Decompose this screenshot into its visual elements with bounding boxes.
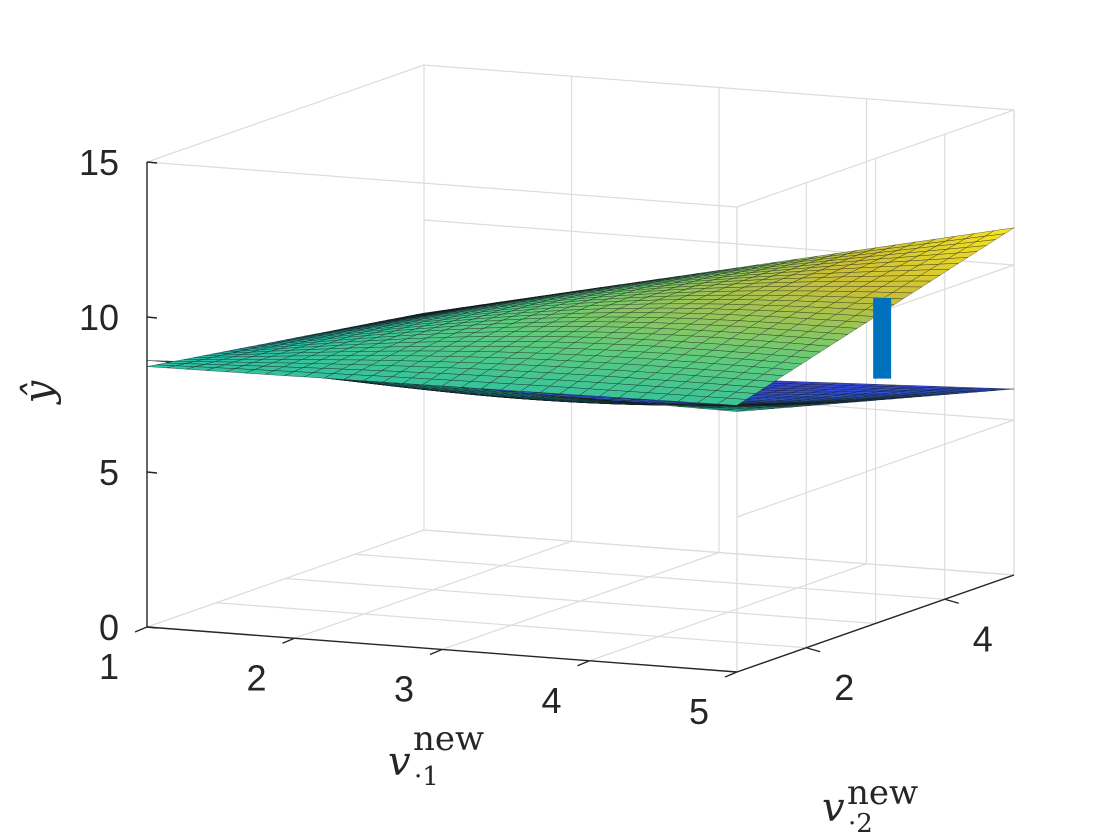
svg-text:v: v	[822, 785, 845, 831]
x-tick-label: 4	[541, 680, 561, 721]
z-tick-mark	[146, 316, 158, 319]
z-tick-label: 5	[99, 452, 119, 493]
svg-text:v: v	[388, 739, 411, 785]
upper-surface	[146, 227, 1015, 406]
y-tick-mark	[944, 598, 959, 604]
tick-layer: 0 5 10 15 1 2 3 4 5 2 4	[79, 142, 993, 732]
grid-line	[216, 602, 807, 649]
x-tick-mark	[282, 637, 295, 644]
y-axis-label: v ·2 new	[822, 773, 918, 839]
grid-line	[146, 161, 738, 208]
x-tick-mark	[134, 626, 148, 633]
grid-line	[354, 553, 945, 600]
surface-layer	[146, 227, 1015, 412]
axis-layer	[146, 162, 1015, 673]
x-tick-mark	[577, 660, 590, 667]
y-axis-line	[736, 574, 1015, 673]
y-tick-label: 2	[834, 667, 854, 708]
svg-text:new: new	[413, 719, 484, 759]
x-tick-label: 2	[246, 657, 266, 698]
z-axis-label: ŷ	[16, 379, 62, 405]
x-tick-mark	[724, 671, 738, 678]
z-tick-mark	[146, 471, 158, 474]
x-tick-mark	[429, 648, 443, 656]
svg-text:·2: ·2	[848, 809, 873, 839]
z-tick-label: 10	[79, 297, 119, 338]
grid-line	[146, 64, 425, 163]
svg-text:·1: ·1	[414, 762, 439, 792]
x-tick-label: 1	[99, 646, 119, 687]
grid-line	[736, 419, 1015, 518]
surface-patch	[716, 397, 747, 406]
surface-patch	[717, 409, 747, 412]
z-tick-label: 15	[79, 142, 119, 183]
grid-line	[423, 529, 1015, 576]
y-tick-label: 4	[973, 618, 993, 659]
svg-text:new: new	[847, 773, 918, 813]
grid-line	[736, 109, 1015, 208]
grid-line	[423, 64, 1015, 111]
y-tick-mark	[806, 647, 821, 653]
x-tick-label: 3	[394, 669, 414, 710]
grid-line	[285, 577, 876, 625]
svg-text:ŷ: ŷ	[16, 379, 62, 405]
z-tick-label: 0	[99, 607, 119, 648]
x-tick-label: 5	[689, 691, 709, 732]
z-tick-mark	[146, 161, 158, 164]
x-axis-label: v ·1 new	[388, 719, 484, 792]
z-tick-mark	[146, 626, 158, 629]
